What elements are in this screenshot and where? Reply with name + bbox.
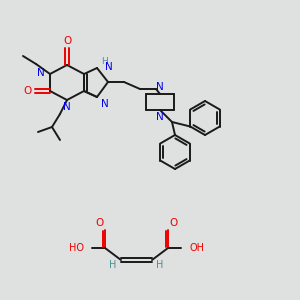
Text: N: N [156, 82, 164, 92]
Text: N: N [105, 62, 113, 72]
Text: H: H [156, 260, 164, 270]
Text: H: H [102, 56, 108, 65]
Text: N: N [37, 68, 45, 78]
Text: O: O [96, 218, 104, 228]
Text: O: O [63, 36, 71, 46]
Text: H: H [109, 260, 117, 270]
Text: O: O [169, 218, 177, 228]
Text: N: N [101, 99, 109, 109]
Text: HO: HO [69, 243, 84, 253]
Text: N: N [156, 112, 164, 122]
Text: O: O [24, 86, 32, 96]
Text: N: N [63, 102, 71, 112]
Text: OH: OH [189, 243, 204, 253]
